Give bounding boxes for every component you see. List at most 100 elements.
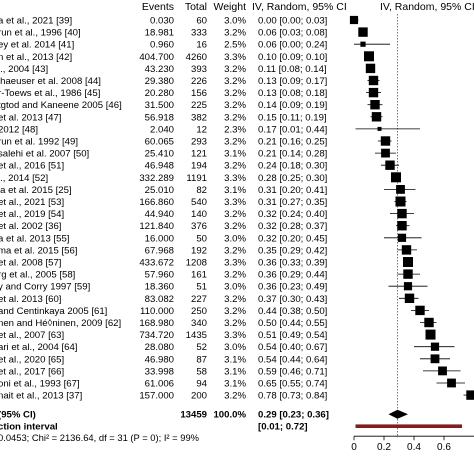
study-events: 61.006	[145, 379, 174, 390]
study-weight: 3.2%	[224, 318, 246, 329]
study-ci: 0.13 [0.09; 0.17]	[258, 76, 327, 87]
study-label: and Centinkaya 2005 [61]	[0, 306, 107, 317]
study-total: 540	[191, 197, 207, 208]
study-ci: 0.13 [0.08; 0.18]	[258, 88, 327, 99]
study-ci: 0.11 [0.08; 0.14]	[258, 64, 327, 75]
study-label: y and Corry 1997 [59]	[0, 282, 90, 293]
study-point	[368, 75, 379, 86]
study-ci: 0.06 [0.03; 0.08]	[258, 28, 327, 39]
study-total: 192	[191, 245, 207, 256]
header-estimate: IV, Random, 95% CI	[252, 1, 347, 13]
study-ci: 0.24 [0.18; 0.30]	[258, 161, 327, 172]
study-label: ia et al. 2015 [25]	[0, 185, 72, 196]
study-total: 226	[191, 76, 207, 87]
study-events: 18.360	[145, 282, 174, 293]
study-point	[385, 160, 395, 170]
study-ci: 0.10 [0.09; 0.10]	[258, 52, 327, 63]
study-total: 1208	[186, 258, 207, 269]
study-label: et al. 2013 [47]	[0, 112, 61, 123]
study-ci: 0.59 [0.46; 0.71]	[258, 366, 327, 377]
study-point	[415, 305, 425, 316]
study-point	[401, 245, 412, 255]
study-weight: 3.0%	[224, 16, 246, 27]
study-point	[430, 342, 440, 351]
study-events: 166.860	[139, 197, 174, 208]
study-weight: 3.2%	[224, 112, 246, 123]
study-weight: 3.3%	[224, 173, 246, 184]
study-events: 16.000	[145, 233, 174, 244]
study-weight: 3.1%	[224, 185, 246, 196]
header-weight: Weight	[214, 1, 247, 13]
study-point	[381, 148, 390, 158]
study-total: 293	[191, 137, 207, 148]
study-total: 12	[196, 124, 207, 135]
study-label: lhaeuser et al. 2008 [44]	[0, 76, 101, 87]
study-ci: 0.35 [0.29; 0.42]	[258, 245, 327, 256]
study-ci: 0.32 [0.20; 0.45]	[258, 233, 327, 244]
study-events: 67.968	[145, 245, 174, 256]
study-total: 250	[191, 306, 207, 317]
study-label: et al., 2019 [54]	[0, 209, 64, 220]
study-point	[370, 100, 380, 110]
study-ci: 0.31 [0.20; 0.41]	[258, 185, 327, 196]
study-point	[403, 257, 413, 267]
study-point	[403, 282, 413, 291]
study-total: 52	[196, 342, 207, 353]
study-events: 57.960	[145, 270, 174, 281]
study-point	[349, 15, 359, 25]
study-weight: 2.3%	[224, 124, 246, 135]
study-weight: 3.2%	[224, 64, 246, 75]
study-total: 94	[196, 379, 207, 390]
study-weight: 3.2%	[224, 294, 246, 305]
study-ci: 0.32 [0.28; 0.37]	[258, 221, 327, 232]
study-label: nait et al., 2013 [37]	[0, 391, 82, 402]
study-events: 18.981	[145, 28, 174, 39]
study-events: 433.672	[139, 258, 174, 269]
study-weight: 3.2%	[224, 137, 246, 148]
prediction-label: ction interval	[0, 422, 58, 433]
study-point	[397, 233, 407, 242]
study-label: oni et al., 1993 [67]	[0, 379, 80, 390]
study-ci: 0.54 [0.40; 0.67]	[258, 342, 327, 353]
study-events: 83.082	[145, 294, 174, 305]
study-events: 25.410	[145, 149, 174, 160]
study-events: 25.010	[145, 185, 174, 196]
study-ci: 0.06 [0.00; 0.24]	[258, 40, 327, 51]
study-events: 404.700	[139, 52, 174, 63]
study-point	[377, 126, 382, 131]
study-ci: 0.36 [0.29; 0.44]	[258, 270, 327, 281]
study-ci: 0.44 [0.38; 0.50]	[258, 306, 327, 317]
study-total: 1435	[186, 330, 207, 341]
study-ci: 0.17 [0.01; 0.44]	[258, 124, 327, 135]
x-axis: 0 0.2 0.4 0.6	[351, 435, 474, 453]
study-total: 58	[196, 366, 207, 377]
study-events: 0.030	[150, 16, 174, 27]
study-point	[403, 269, 413, 279]
study-label: ma et al. 2015 [56]	[0, 245, 77, 256]
study-total: 16	[196, 40, 207, 51]
study-label: 2012 [48]	[0, 124, 38, 135]
study-label: l., 2004 [43]	[0, 64, 48, 75]
study-label: nen and Hé◊ninen, 2009 [62]	[0, 318, 121, 329]
x-tick-label: 0	[351, 442, 357, 453]
study-events: 734.720	[139, 330, 174, 341]
study-point	[395, 196, 406, 207]
study-ci: 0.78 [0.73; 0.84]	[258, 391, 327, 402]
study-point	[430, 354, 440, 364]
study-label: n et al., 2013 [42]	[0, 52, 72, 63]
study-weight: 3.2%	[224, 161, 246, 172]
study-ci: 0.37 [0.30; 0.43]	[258, 294, 327, 305]
study-point	[380, 136, 391, 146]
study-ci: 0.28 [0.25; 0.30]	[258, 173, 327, 184]
study-label: a et al. 2013 [55]	[0, 233, 69, 244]
study-ci: 0.50 [0.44; 0.55]	[258, 318, 327, 329]
x-tick-label: 0.4	[407, 442, 421, 453]
study-ci: 0.65 [0.55; 0.74]	[258, 379, 327, 390]
study-total: 333	[191, 28, 207, 39]
study-point	[397, 221, 407, 231]
study-events: 110.000	[140, 306, 174, 317]
x-tick-label: 0.2	[377, 442, 391, 453]
study-label: salehi et al. 2007 [50]	[0, 149, 89, 160]
plot-marks	[349, 14, 474, 438]
study-weight: 3.2%	[224, 209, 246, 220]
